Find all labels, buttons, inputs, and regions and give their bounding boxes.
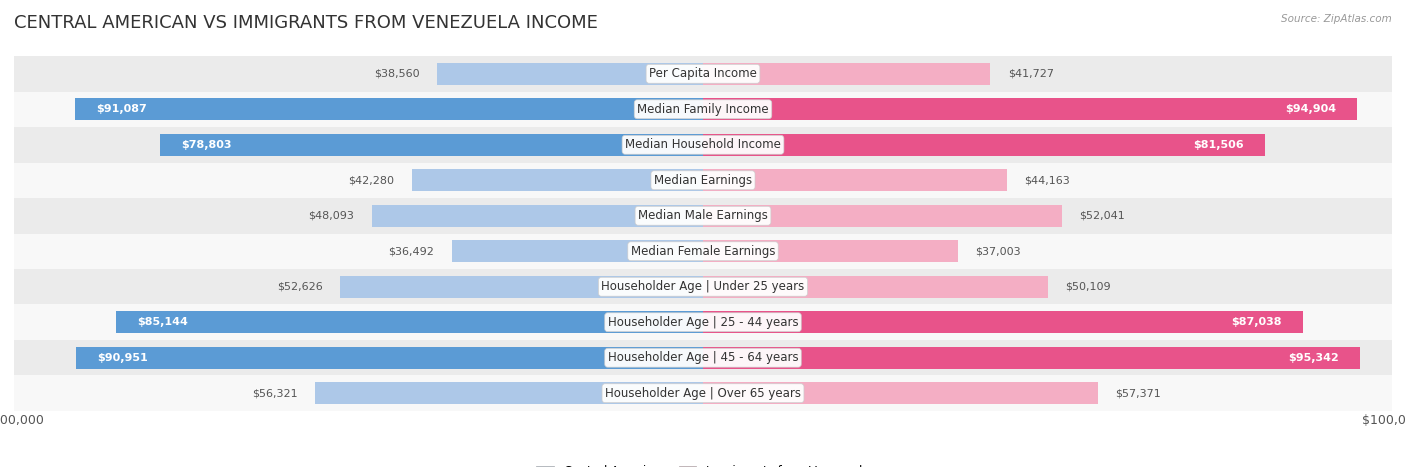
Text: $78,803: $78,803 (181, 140, 231, 150)
Legend: Central American, Immigrants from Venezuela: Central American, Immigrants from Venezu… (531, 460, 875, 467)
Bar (117, 311, 703, 333)
Text: Householder Age | Under 25 years: Householder Age | Under 25 years (602, 280, 804, 293)
Bar (340, 276, 703, 298)
Text: Householder Age | 25 - 44 years: Householder Age | 25 - 44 years (607, 316, 799, 329)
Bar (703, 240, 957, 262)
Text: $87,038: $87,038 (1232, 317, 1282, 327)
Text: Median Female Earnings: Median Female Earnings (631, 245, 775, 258)
Bar (76, 98, 703, 120)
Text: $36,492: $36,492 (388, 246, 434, 256)
Text: $90,951: $90,951 (97, 353, 148, 363)
Text: CENTRAL AMERICAN VS IMMIGRANTS FROM VENEZUELA INCOME: CENTRAL AMERICAN VS IMMIGRANTS FROM VENE… (14, 14, 598, 32)
Text: $42,280: $42,280 (349, 175, 395, 185)
Text: Median Earnings: Median Earnings (654, 174, 752, 187)
Text: Median Household Income: Median Household Income (626, 138, 780, 151)
Text: Median Male Earnings: Median Male Earnings (638, 209, 768, 222)
Bar (703, 134, 1264, 156)
Bar (703, 311, 1302, 333)
Text: Per Capita Income: Per Capita Income (650, 67, 756, 80)
Bar (703, 205, 1062, 227)
Bar (703, 347, 1360, 369)
Text: $41,727: $41,727 (1008, 69, 1053, 79)
Text: Householder Age | 45 - 64 years: Householder Age | 45 - 64 years (607, 351, 799, 364)
Bar (315, 382, 703, 404)
Bar (437, 63, 703, 85)
Bar (14, 269, 1392, 304)
Text: $50,109: $50,109 (1066, 282, 1111, 292)
Bar (703, 169, 1007, 191)
Text: $85,144: $85,144 (136, 317, 188, 327)
Text: $91,087: $91,087 (96, 104, 146, 114)
Text: $44,163: $44,163 (1025, 175, 1070, 185)
Bar (371, 205, 703, 227)
Bar (76, 347, 703, 369)
Bar (14, 234, 1392, 269)
Bar (14, 127, 1392, 163)
Bar (160, 134, 703, 156)
Text: $57,371: $57,371 (1115, 388, 1161, 398)
Bar (14, 56, 1392, 92)
Text: $56,321: $56,321 (252, 388, 298, 398)
Bar (703, 382, 1098, 404)
Text: Median Family Income: Median Family Income (637, 103, 769, 116)
Bar (703, 63, 990, 85)
Bar (412, 169, 703, 191)
Bar (14, 375, 1392, 411)
Bar (14, 163, 1392, 198)
Bar (14, 92, 1392, 127)
Text: Householder Age | Over 65 years: Householder Age | Over 65 years (605, 387, 801, 400)
Text: $48,093: $48,093 (308, 211, 354, 221)
Bar (451, 240, 703, 262)
Bar (703, 276, 1049, 298)
Text: $52,626: $52,626 (277, 282, 323, 292)
Text: $94,904: $94,904 (1285, 104, 1336, 114)
Text: $37,003: $37,003 (976, 246, 1021, 256)
Text: Source: ZipAtlas.com: Source: ZipAtlas.com (1281, 14, 1392, 24)
Text: $81,506: $81,506 (1194, 140, 1244, 150)
Bar (14, 198, 1392, 234)
Text: $38,560: $38,560 (374, 69, 420, 79)
Bar (14, 304, 1392, 340)
Bar (14, 340, 1392, 375)
Bar (703, 98, 1357, 120)
Text: $52,041: $52,041 (1078, 211, 1125, 221)
Text: $95,342: $95,342 (1288, 353, 1339, 363)
